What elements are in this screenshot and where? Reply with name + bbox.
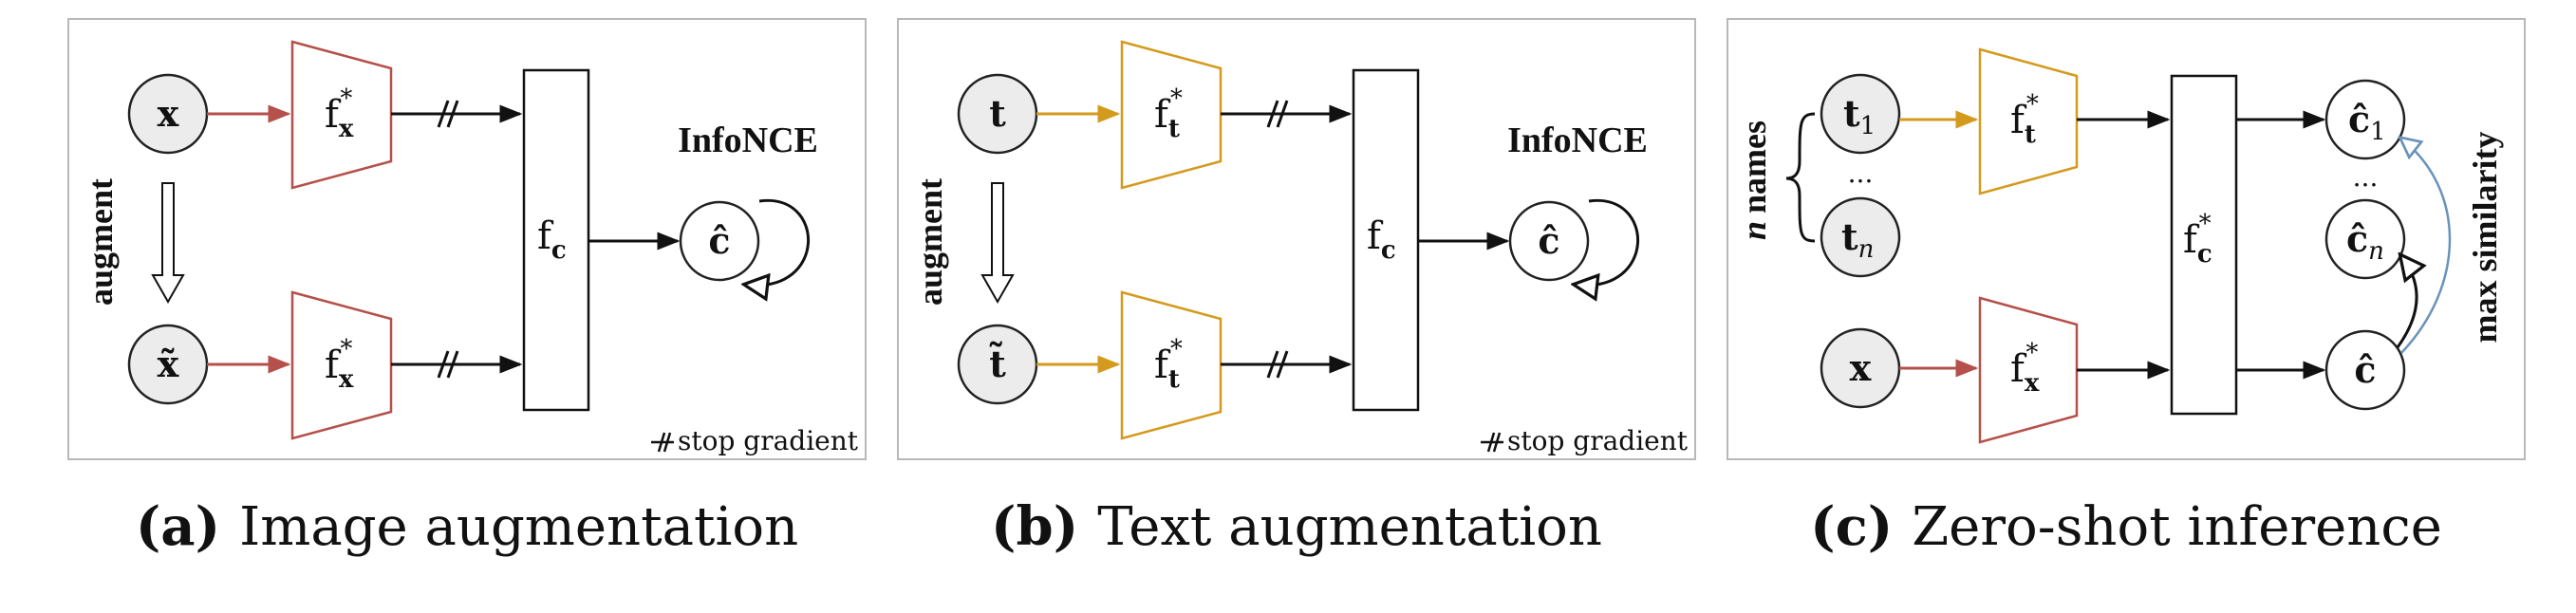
panel-a: augment x x̃ fx* fx* fc bbox=[68, 19, 866, 459]
panel-c-t-dots: ... bbox=[1848, 158, 1874, 189]
panel-b-input-top-label: t bbox=[989, 92, 1006, 135]
panel-a-augment-label: augment bbox=[82, 178, 120, 306]
caption-b: (b) Text augmentation bbox=[991, 495, 1602, 558]
panel-a-input-bottom-label: x̃ bbox=[158, 343, 179, 385]
panel-b-input-bottom-label: t̃ bbox=[989, 342, 1006, 385]
panel-c-x-label: x bbox=[1850, 346, 1872, 389]
panel-c-max-similarity-label: max similarity bbox=[2466, 132, 2504, 344]
panel-c-names-label: nnames bbox=[1735, 121, 1773, 240]
panel-c-c-label: ĉ bbox=[2354, 348, 2376, 391]
caption-a: (a) Image augmentation bbox=[136, 495, 798, 558]
panel-b-stop-gradient-legend-label: stop gradient bbox=[1507, 425, 1689, 456]
panel-b: augment t t̃ ft* ft* fc ĉ I bbox=[898, 19, 1695, 459]
panel-a-stop-gradient-legend-label: stop gradient bbox=[678, 425, 859, 456]
panel-a-loss-label: InfoNCE bbox=[678, 121, 818, 160]
panel-a-output-label: ĉ bbox=[708, 219, 730, 262]
panel-a-input-top-label: x bbox=[158, 92, 179, 135]
panel-b-loss-label: InfoNCE bbox=[1507, 121, 1648, 160]
caption-c: (c) Zero-shot inference bbox=[1810, 495, 2442, 558]
panel-c-c-dots: ... bbox=[2353, 161, 2379, 193]
panel-b-augment-label: augment bbox=[911, 178, 949, 306]
panel-b-output-label: ĉ bbox=[1538, 219, 1559, 262]
panel-c: nnames t1 ... tn x ft* fx* bbox=[1727, 19, 2525, 459]
